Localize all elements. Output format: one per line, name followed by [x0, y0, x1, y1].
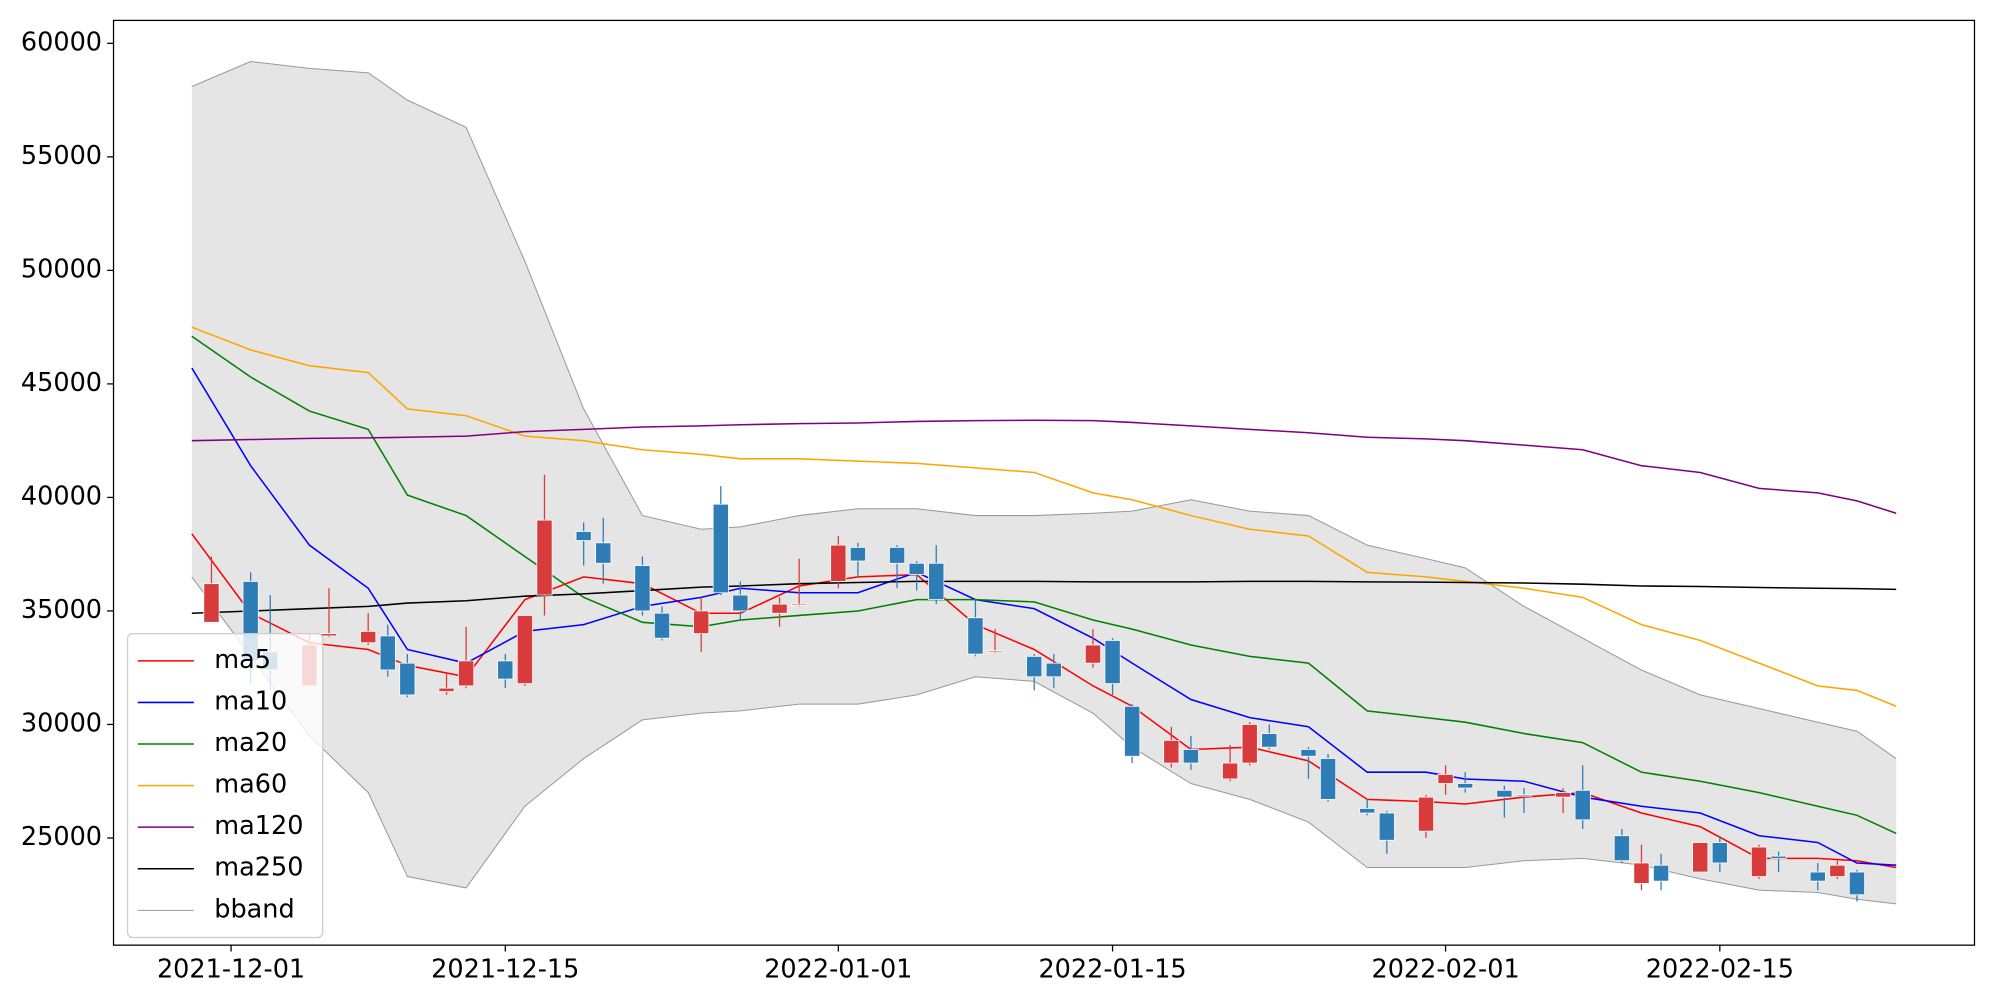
candle-body [693, 610, 710, 635]
candle-body [1555, 792, 1572, 798]
legend-label: ma120 [214, 811, 303, 841]
y-tick-label: 50000 [21, 254, 102, 284]
y-tick-label: 35000 [21, 595, 102, 625]
candle-body [1222, 762, 1239, 780]
candle-body [379, 635, 396, 671]
candle-body [771, 603, 788, 614]
legend: ma5 ma10 ma20 ma60 ma120 ma250 bband [126, 633, 324, 939]
candle-body [320, 633, 338, 637]
legend-frame [126, 633, 324, 939]
candle-body [1692, 842, 1709, 873]
y-tick-label: 55000 [21, 141, 102, 171]
y-tick-label: 60000 [21, 27, 102, 57]
x-tick-label: 2022-01-15 [1038, 955, 1186, 985]
candle-body [1770, 855, 1787, 859]
ma-line [191, 367, 1897, 866]
ma-line [191, 580, 1897, 615]
candle-body [1378, 812, 1395, 841]
candle-body [595, 542, 612, 564]
candle-body [497, 660, 514, 680]
candle-body [1320, 758, 1337, 800]
ma-line [191, 326, 1897, 707]
candle-body [1829, 864, 1846, 877]
candle-body [399, 662, 416, 696]
candle-body [1437, 774, 1454, 784]
candle-body [653, 612, 671, 639]
candle-body [1457, 783, 1474, 789]
candle-body [1848, 871, 1865, 896]
bband-upper [191, 60, 1897, 759]
candle-body [1124, 705, 1141, 757]
candle-body [1300, 749, 1317, 757]
legend-label: ma10 [214, 686, 287, 716]
candle-body [1261, 733, 1278, 748]
candle-body [516, 615, 533, 684]
ma-line [191, 419, 1897, 514]
candle-body [928, 562, 945, 600]
candle-body [1633, 862, 1650, 884]
bband-lower [191, 576, 1897, 905]
candle-body [1515, 794, 1532, 797]
candle-body [1045, 662, 1062, 678]
bband-fill [191, 61, 1897, 904]
candle-body [1182, 749, 1199, 764]
candle-body [458, 660, 475, 687]
candle-body [1104, 640, 1121, 684]
candle-body [1809, 871, 1826, 882]
candle-body [1359, 808, 1376, 814]
y-tick-label: 40000 [21, 481, 102, 511]
x-tick-label: 2022-02-15 [1646, 955, 1794, 985]
candle-body [575, 531, 592, 541]
candle-body [360, 630, 377, 644]
candle-body [889, 546, 906, 564]
legend-label: ma20 [214, 728, 287, 758]
candle-body [1026, 655, 1043, 678]
candle-body [438, 687, 455, 692]
candle-body [967, 617, 984, 655]
axes-frame [112, 19, 1976, 946]
candle-body [849, 546, 866, 562]
candle-body [1711, 842, 1728, 864]
y-tick-label: 30000 [21, 708, 102, 738]
candle-body [908, 562, 925, 576]
legend-label: ma5 [214, 645, 271, 675]
ma-line [191, 533, 1897, 869]
x-tick-label: 2021-12-15 [431, 955, 579, 985]
candle-body [1496, 789, 1513, 798]
candle-body [1084, 644, 1102, 664]
legend-label: bband [214, 894, 294, 924]
legend-label: ma60 [214, 770, 287, 800]
candle-body [732, 594, 749, 612]
candle-body [634, 565, 651, 612]
candle-body [1241, 724, 1258, 764]
candle-body [536, 519, 553, 596]
plot-area [191, 60, 1897, 905]
y-tick-label: 45000 [21, 368, 102, 398]
candle-body [203, 583, 220, 623]
candle-body [987, 650, 1004, 653]
x-tick-label: 2022-01-01 [764, 955, 912, 985]
candle-body [1574, 789, 1591, 821]
candle-body [1750, 846, 1768, 877]
x-tick-label: 2022-02-01 [1371, 955, 1519, 985]
x-tick-label: 2021-12-01 [157, 955, 305, 985]
candle-body [712, 503, 729, 594]
ma-line [191, 335, 1897, 835]
candle-body [1163, 739, 1180, 764]
y-tick-label: 25000 [21, 822, 102, 852]
legend-label: ma250 [214, 853, 303, 883]
candle-body [791, 603, 808, 606]
candle-body [830, 544, 847, 582]
candle-body [1653, 864, 1670, 882]
candle-body [1613, 835, 1630, 862]
candle-body [1417, 796, 1435, 832]
